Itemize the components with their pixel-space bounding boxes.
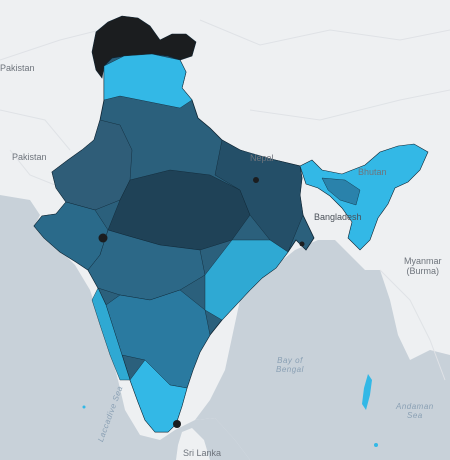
region-tamil-nadu[interactable] — [129, 359, 188, 433]
arabian-sea — [0, 195, 250, 460]
spot-wb-nodata[interactable] — [299, 241, 305, 247]
region-maharashtra[interactable] — [87, 229, 206, 301]
label-myanmar: Myanmar (Burma) — [404, 256, 442, 276]
roads — [0, 19, 450, 381]
bangladesh-land — [304, 194, 346, 238]
label-pakistan: Pakistan — [12, 152, 47, 162]
label-myanmar-line1: Myanmar — [404, 256, 442, 266]
andaman-islands[interactable] — [362, 374, 372, 410]
label-bhutan: Bhutan — [358, 167, 387, 177]
region-ne-dark[interactable] — [321, 177, 361, 206]
spot-gujarat-nodata[interactable] — [98, 233, 108, 243]
region-andhra-coast[interactable] — [204, 239, 289, 321]
region-central[interactable] — [107, 169, 251, 251]
nicobar-islands[interactable] — [374, 443, 378, 447]
india-northeast[interactable] — [299, 143, 429, 251]
label-sri-lanka: Sri Lanka — [183, 448, 222, 458]
label-andaman-line2: Sea — [407, 411, 423, 420]
spot-south-nodata[interactable] — [173, 420, 181, 428]
bay-of-bengal — [195, 240, 450, 460]
label-bangladesh: Bangladesh — [314, 212, 362, 222]
label-nepal: Nepal — [250, 153, 274, 163]
label-andaman-line1: Andaman — [396, 402, 434, 411]
sri-lanka-land — [176, 428, 210, 460]
label-andaman-sea: Andaman Sea — [396, 402, 434, 420]
label-bay-of-bengal: Bay of Bengal — [276, 356, 304, 374]
label-pakistan-top: Pakistan — [0, 63, 35, 73]
label-bay-line2: Bengal — [276, 365, 304, 374]
label-bay-line1: Bay of — [277, 356, 303, 365]
region-punjab-himachal[interactable] — [103, 53, 193, 109]
spot-east-nodata[interactable] — [253, 177, 259, 183]
label-myanmar-line2: (Burma) — [406, 266, 440, 276]
region-south[interactable] — [105, 289, 211, 389]
lakshadweep[interactable] — [82, 405, 86, 409]
region-west-coast[interactable] — [91, 287, 131, 381]
